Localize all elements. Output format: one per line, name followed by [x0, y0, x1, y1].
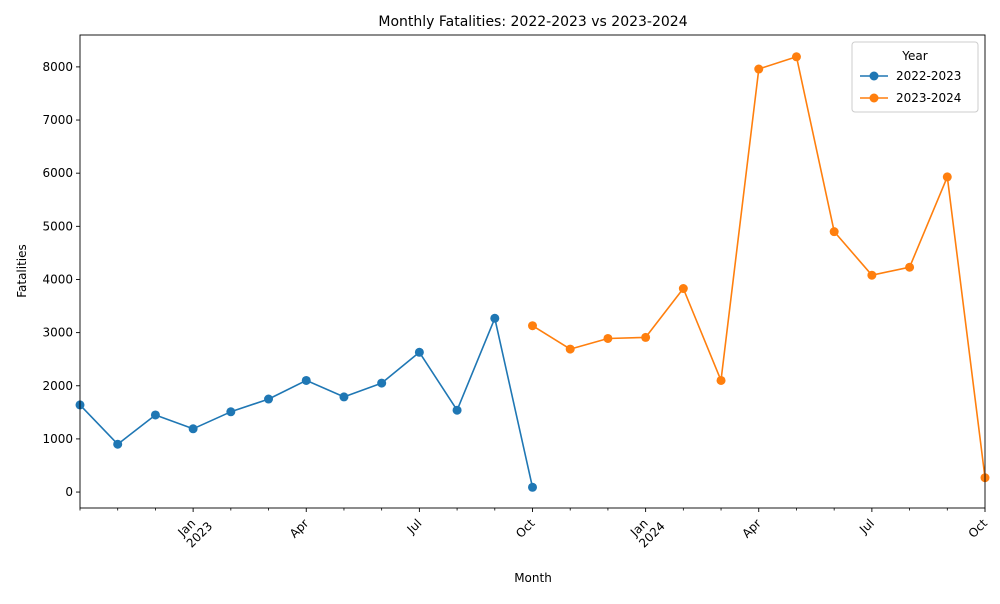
x-tick-label-line: Jul	[856, 516, 877, 537]
y-tick-label: 7000	[42, 113, 73, 127]
y-tick-label: 0	[65, 485, 73, 499]
series-layer	[75, 52, 990, 492]
data-point-2023-2024	[716, 375, 726, 385]
legend-title: Year	[901, 49, 927, 63]
x-tick-label: Oct	[513, 516, 538, 541]
x-tick-label-line: Apr	[739, 516, 764, 541]
data-point-2022-2023	[528, 482, 537, 492]
legend-label-2023-2024: 2023-2024	[896, 91, 961, 105]
x-tick-label: Jan2023	[174, 509, 215, 550]
legend-marker-2022-2023	[869, 71, 879, 81]
x-tick-label: Apr	[739, 516, 764, 541]
x-axis: Jan2023 Apr Jul Oct Jan2024 Apr Jul Oct	[79, 508, 991, 551]
data-point-2022-2023	[452, 405, 462, 415]
plot-background	[80, 35, 985, 508]
y-tick-label: 6000	[42, 166, 73, 180]
x-tick-label-line: Apr	[287, 516, 312, 541]
data-point-2022-2023	[113, 439, 123, 449]
x-axis-label: Month	[514, 571, 552, 585]
data-point-2023-2024	[754, 64, 764, 74]
y-tick-label: 5000	[42, 219, 73, 233]
x-tick-label-line: Jul	[404, 516, 425, 537]
data-point-2023-2024	[829, 227, 839, 237]
data-point-2022-2023	[301, 375, 311, 385]
y-tick-label: 8000	[42, 60, 73, 74]
data-point-2023-2024	[528, 321, 537, 331]
x-tick-label: Apr	[287, 516, 312, 541]
data-point-2022-2023	[414, 347, 424, 357]
data-point-2022-2023	[377, 378, 387, 388]
y-tick-label: 1000	[42, 432, 73, 446]
y-axis-label: Fatalities	[15, 244, 29, 298]
data-point-2022-2023	[264, 394, 274, 404]
x-tick-label: Jul	[856, 516, 877, 537]
legend-label-2022-2023: 2022-2023	[896, 69, 961, 83]
data-point-2023-2024	[603, 333, 613, 343]
y-axis: 0 1000 2000 3000 4000 5000 6000 7000 8000	[42, 60, 80, 499]
legend-box	[851, 41, 979, 113]
data-point-2022-2023	[226, 407, 236, 417]
data-point-2023-2024	[867, 270, 877, 280]
data-point-2022-2023	[150, 410, 160, 420]
data-point-2023-2024	[678, 284, 688, 294]
data-point-2022-2023	[188, 424, 198, 434]
x-tick-label: Jan2024	[626, 509, 667, 550]
data-point-2023-2024	[791, 52, 801, 62]
data-point-2023-2024	[942, 172, 952, 182]
plot-frame	[79, 34, 986, 509]
x-tick-label: Oct	[966, 516, 991, 541]
chart-title: Monthly Fatalities: 2022-2023 vs 2023-20…	[378, 14, 687, 30]
data-point-2023-2024	[565, 344, 575, 354]
x-tick-label: Jul	[404, 516, 425, 537]
data-point-2022-2023	[490, 313, 500, 323]
legend-entries: 2022-2023 2023-2024	[860, 69, 961, 105]
legend-marker-2023-2024	[869, 93, 879, 103]
data-point-2023-2024	[905, 262, 915, 272]
y-tick-label: 4000	[42, 272, 73, 286]
y-tick-label: 3000	[42, 326, 73, 340]
x-tick-label-line: Oct	[966, 516, 991, 541]
y-tick-label: 2000	[42, 379, 73, 393]
legend: Year 2022-2023 2023-2024	[851, 41, 979, 113]
data-point-2023-2024	[641, 332, 651, 342]
data-point-2022-2023	[339, 392, 349, 402]
x-tick-label-line: Oct	[513, 516, 538, 541]
